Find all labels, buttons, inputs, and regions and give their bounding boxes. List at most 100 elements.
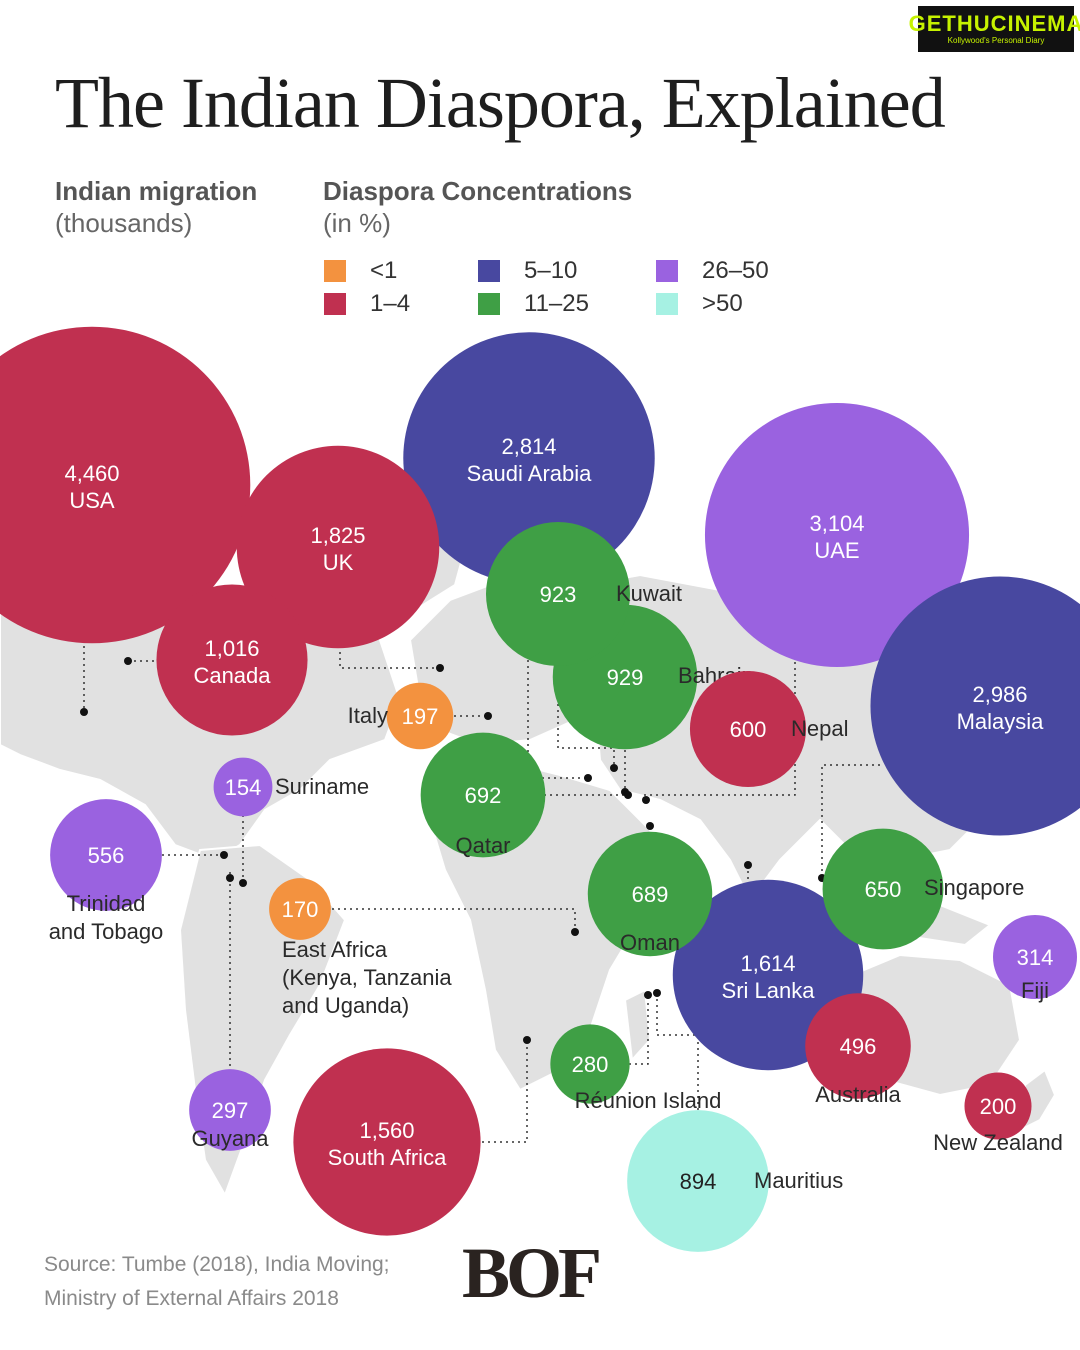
legend-swatch — [478, 260, 500, 282]
bubble-name: Suriname — [275, 774, 369, 799]
bubble-circle — [293, 1048, 481, 1236]
legend-swatch — [656, 260, 678, 282]
bubble-circle — [550, 1024, 630, 1104]
location-dot — [571, 928, 579, 936]
bubble-name: Fiji — [1021, 978, 1049, 1003]
legend-swatch — [478, 293, 500, 315]
location-dot — [744, 861, 752, 869]
bubble-name: and Tobago — [49, 919, 164, 944]
leader-line — [470, 1040, 528, 1143]
bubble-value: 297 — [212, 1098, 249, 1123]
bubble-value: 170 — [282, 897, 319, 922]
bubble-name: Canada — [193, 663, 271, 688]
watermark-logo: GETHUCINEMA Kollywood's Personal Diary — [909, 6, 1080, 52]
bubble-east: 170 East Africa (Kenya, Tanzania and Uganda… — [269, 878, 452, 1018]
bubble-name: New Zealand — [933, 1130, 1063, 1155]
bubble-name: Guyana — [191, 1126, 269, 1151]
bubble-circle — [993, 915, 1077, 999]
bubble-name: Qatar — [455, 833, 510, 858]
bubble-trinidad: 556 Trinidad and Tobago — [49, 799, 164, 944]
bubble-value: 923 — [540, 582, 577, 607]
legend-label: 1–4 — [370, 290, 411, 317]
bubble-value: 556 — [88, 843, 125, 868]
bubble-value: 280 — [572, 1052, 609, 1077]
bubble-name: USA — [69, 488, 115, 513]
location-dot — [80, 708, 88, 716]
bubble-circle — [50, 799, 162, 911]
bubble-circle — [704, 402, 970, 668]
bubble-value: 200 — [980, 1094, 1017, 1119]
bubble-value: 197 — [402, 704, 439, 729]
bubble-singapore: 650 Singapore — [822, 828, 1024, 950]
bubble-value: 1,614 — [740, 951, 795, 976]
legend-item: 5–10 — [478, 257, 577, 285]
bubble-name: Réunion Island — [575, 1088, 722, 1113]
location-dot — [124, 657, 132, 665]
watermark-sub: Kollywood's Personal Diary — [947, 36, 1045, 45]
bubble-name: South Africa — [328, 1145, 447, 1170]
bubble-value: 600 — [730, 717, 767, 742]
bubble-italy: 197 Italy — [348, 682, 454, 750]
bubble-fiji: 314 Fiji — [993, 915, 1077, 1003]
legend-swatch — [324, 293, 346, 315]
legend-label: 11–25 — [524, 290, 589, 317]
bubble-circle — [627, 1110, 769, 1252]
bubble-name: Malaysia — [957, 709, 1045, 734]
bubble-circle — [386, 682, 454, 750]
location-dot — [642, 796, 650, 804]
bubble-circle — [213, 757, 273, 817]
bubble-value: 929 — [607, 665, 644, 690]
legend-label: <1 — [370, 257, 398, 284]
bubble-circle — [156, 584, 308, 736]
bubble-value: 1,825 — [310, 523, 365, 548]
bubble-circle — [485, 521, 631, 667]
location-dot — [220, 851, 228, 859]
source-line-1: Source: Tumbe (2018), India Moving; — [44, 1253, 390, 1276]
legend-item: 1–4 — [324, 290, 410, 318]
bof-logo: BOF — [462, 1233, 602, 1313]
bubble-name: East Africa — [282, 937, 388, 962]
size-legend-sub: (thousands) — [55, 208, 193, 238]
size-legend-heading: Indian migration — [55, 176, 258, 206]
bubble-circle — [189, 1069, 271, 1151]
bubble-circle — [0, 326, 251, 644]
bubble-value: 650 — [865, 877, 902, 902]
bubble-name: UK — [323, 550, 354, 575]
bubble-name: Australia — [815, 1082, 901, 1107]
bubble-value: 496 — [840, 1034, 877, 1059]
bubble-name: Sri Lanka — [722, 978, 816, 1003]
page-title: The Indian Diaspora, Explained — [55, 63, 946, 143]
bubble-name: Oman — [620, 930, 680, 955]
bubble-name: Nepal — [791, 716, 848, 741]
watermark-main: GETHUCINEMA — [908, 11, 1080, 36]
bubble-name: UAE — [814, 538, 859, 563]
location-dot — [226, 874, 234, 882]
bubble-name: Saudi Arabia — [467, 461, 593, 486]
bubble-suriname: 154 Suriname — [213, 757, 369, 817]
bubble-circle — [689, 670, 807, 788]
bubble-name: Trinidad — [67, 891, 146, 916]
bubble-value: 4,460 — [64, 461, 119, 486]
bubble-value: 314 — [1017, 945, 1054, 970]
bubble-value: 1,560 — [359, 1118, 414, 1143]
location-dot — [653, 989, 661, 997]
color-legend-sub: (in %) — [323, 208, 391, 238]
legend-swatch — [656, 293, 678, 315]
location-dot — [584, 774, 592, 782]
source-line-2: Ministry of External Affairs 2018 — [44, 1287, 339, 1310]
bubble-value: 692 — [465, 783, 502, 808]
bubble-circle — [587, 831, 713, 957]
source-note: Source: Tumbe (2018), India Moving; Mini… — [44, 1248, 390, 1316]
bubble-circle — [964, 1072, 1032, 1140]
bubble-new: 200 New Zealand — [933, 1072, 1063, 1155]
bubble-circle — [269, 878, 331, 940]
legend-label: >50 — [702, 290, 743, 317]
legend-item: 26–50 — [656, 257, 769, 285]
leader-lines — [83, 570, 880, 1146]
bubble-value: 1,016 — [204, 636, 259, 661]
location-dot — [436, 664, 444, 672]
